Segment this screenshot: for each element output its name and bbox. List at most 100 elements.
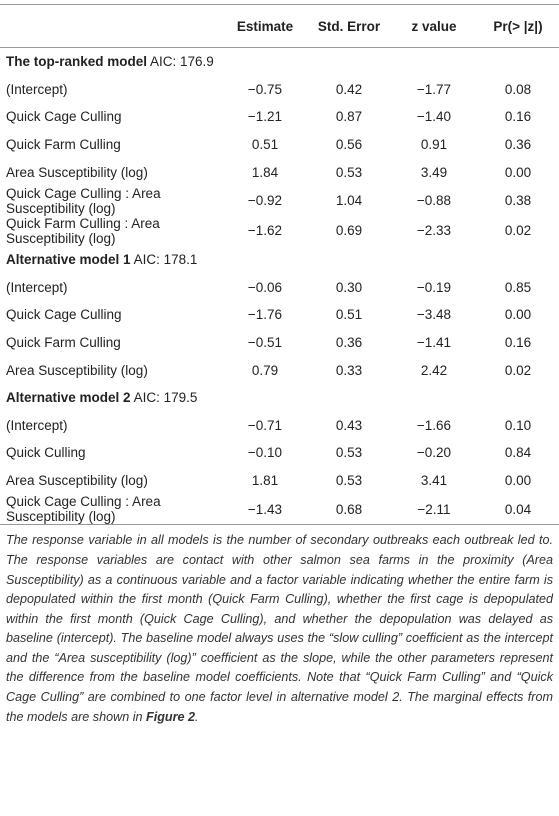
- value-cell: −0.71: [247, 417, 283, 433]
- section-row: Alternative model 1 AIC: 178.1: [0, 246, 559, 274]
- row-label: (Intercept): [6, 417, 68, 433]
- value-cell: 0.85: [504, 279, 532, 295]
- value-cell: 0.02: [504, 362, 532, 378]
- value-cell: 0.79: [251, 362, 279, 378]
- value-cell: 0.36: [335, 335, 363, 351]
- column-header: Std. Error: [307, 4, 391, 48]
- page: Estimate Std. Error z value Pr(> |z|) The t…: [0, 4, 559, 816]
- value-cell: 0.53: [335, 445, 363, 461]
- value-cell: −1.40: [416, 109, 452, 125]
- value-cell: 0.42: [335, 81, 363, 97]
- value-cell: 0.00: [504, 164, 532, 180]
- value-cell: −1.62: [247, 223, 283, 239]
- column-header: Pr(> |z|): [477, 4, 559, 48]
- value-cell: −1.41: [416, 335, 452, 351]
- data-row: (Intercept) −0.75 0.42 −1.77 0.08: [0, 76, 559, 104]
- section-title-cell: The top-ranked model AIC: 176.9: [0, 48, 559, 76]
- value-cell: −0.10: [247, 445, 283, 461]
- section-aic: AIC: 176.9: [150, 54, 214, 70]
- value-cell: 0.30: [335, 279, 363, 295]
- data-row: Quick Cage Culling : Area Susceptibility…: [0, 494, 559, 526]
- value-cell: 0.33: [335, 362, 363, 378]
- row-label: Quick Cage Culling : Area Susceptibility…: [6, 185, 161, 216]
- data-row: Area Susceptibility (log) 1.81 0.53 3.41 0.0…: [0, 467, 559, 495]
- row-label: Area Susceptibility (log): [6, 362, 148, 378]
- value-cell: −0.75: [247, 81, 283, 97]
- value-cell: 3.41: [420, 473, 448, 489]
- value-cell: 0.91: [420, 137, 448, 153]
- column-header: Estimate: [223, 4, 307, 48]
- section-row: The top-ranked model AIC: 176.9: [0, 48, 559, 76]
- value-cell: 0.53: [335, 473, 363, 489]
- section-row: Alternative model 2 AIC: 179.5: [0, 384, 559, 412]
- value-cell: −1.76: [247, 307, 283, 323]
- data-row: Quick Farm Culling −0.51 0.36 −1.41 0.16: [0, 329, 559, 357]
- row-label: Quick Culling: [6, 445, 86, 461]
- value-cell: −2.11: [391, 494, 477, 526]
- value-cell: −1.21: [247, 109, 283, 125]
- value-cell: 2.42: [420, 362, 448, 378]
- value-cell: 0.69: [335, 223, 363, 239]
- value-cell: −1.43: [223, 494, 307, 526]
- row-label: Area Susceptibility (log): [6, 473, 148, 489]
- data-row: (Intercept) −0.71 0.43 −1.66 0.10: [0, 412, 559, 440]
- data-row: Area Susceptibility (log) 0.79 0.33 2.42 0.0…: [0, 356, 559, 384]
- section-title-cell: Alternative model 2 AIC: 179.5: [0, 384, 559, 412]
- table-body: The top-ranked model AIC: 176.9 (Intercep…: [0, 48, 559, 526]
- value-cell: 1.81: [251, 473, 279, 489]
- row-label: Quick Cage Culling: [6, 109, 122, 125]
- row-label: Quick Farm Culling: [6, 335, 121, 351]
- value-cell: 0.53: [335, 164, 363, 180]
- row-label: Quick Farm Culling: [6, 137, 121, 153]
- value-cell: 1.04: [335, 193, 363, 209]
- data-row: (Intercept) −0.06 0.30 −0.19 0.85: [0, 274, 559, 302]
- footnote-end: .: [195, 709, 199, 724]
- value-cell: −0.06: [247, 279, 283, 295]
- value-cell: 0.84: [504, 445, 532, 461]
- data-row: Quick Culling −0.10 0.53 −0.20 0.84: [0, 439, 559, 467]
- section-aic: AIC: 178.1: [133, 252, 198, 268]
- value-cell: 0.68: [307, 494, 391, 526]
- value-cell: 0.36: [504, 137, 532, 153]
- value-cell: −1.77: [416, 81, 452, 97]
- value-cell: 0.16: [504, 335, 532, 351]
- results-table: Estimate Std. Error z value Pr(> |z|) The t…: [0, 4, 559, 526]
- value-cell: 0.16: [504, 109, 532, 125]
- section-title: The top-ranked model: [6, 54, 148, 70]
- value-cell: 3.49: [420, 164, 448, 180]
- value-cell: −0.20: [416, 445, 452, 461]
- value-cell: −3.48: [416, 307, 452, 323]
- section-title: Alternative model 2: [6, 390, 131, 406]
- value-cell: −0.88: [416, 193, 452, 209]
- value-cell: 0.04: [477, 494, 559, 526]
- data-row: Quick Farm Culling 0.51 0.56 0.91 0.36: [0, 131, 559, 159]
- value-cell: 0.08: [504, 81, 532, 97]
- section-title: Alternative model 1: [6, 252, 131, 268]
- value-cell: 0.00: [504, 473, 532, 489]
- value-cell: 0.43: [335, 417, 363, 433]
- header-row: Estimate Std. Error z value Pr(> |z|): [0, 4, 559, 48]
- value-cell: −2.33: [416, 223, 452, 239]
- value-cell: 0.51: [251, 137, 279, 153]
- footnote-text: The response variable in all models is t…: [6, 533, 553, 724]
- value-cell: −0.51: [247, 335, 283, 351]
- section-aic: AIC: 179.5: [133, 390, 198, 406]
- value-cell: 0.00: [504, 307, 532, 323]
- value-cell: −1.66: [416, 417, 452, 433]
- footnote: The response variable in all models is t…: [6, 531, 553, 727]
- value-cell: 0.51: [335, 307, 363, 323]
- row-label: Quick Cage Culling : Area Susceptibility…: [0, 494, 223, 526]
- value-cell: −0.19: [416, 279, 452, 295]
- data-row: Area Susceptibility (log) 1.84 0.53 3.49 0.0…: [0, 158, 559, 186]
- data-row: Quick Cage Culling −1.21 0.87 −1.40 0.16: [0, 103, 559, 131]
- empty-header: [0, 4, 223, 48]
- row-label: Quick Farm Culling : Area Susceptibility…: [6, 215, 160, 246]
- value-cell: 0.56: [335, 137, 363, 153]
- data-row: Quick Cage Culling −1.76 0.51 −3.48 0.00: [0, 301, 559, 329]
- figure-reference: Figure 2: [146, 709, 196, 724]
- value-cell: −0.92: [247, 193, 283, 209]
- value-cell: 0.87: [335, 109, 363, 125]
- data-row: Quick Farm Culling : Area Susceptibility…: [0, 216, 559, 246]
- value-cell: 0.10: [504, 417, 532, 433]
- value-cell: 1.84: [251, 164, 279, 180]
